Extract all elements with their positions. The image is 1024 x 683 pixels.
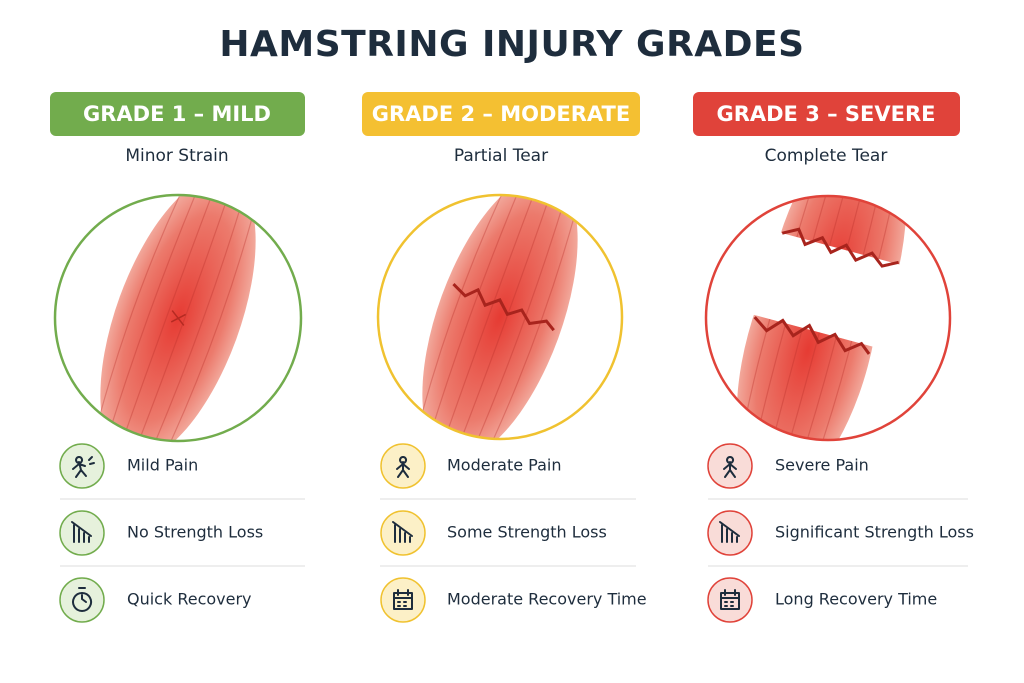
item-icon-glyph [392, 521, 413, 543]
grade-subtitle: Partial Tear [454, 146, 548, 166]
item-text: Significant Strength Loss [775, 523, 974, 542]
item-text: Long Recovery Time [775, 590, 937, 609]
item-icon [59, 510, 105, 556]
item-icon [707, 510, 753, 556]
title: HAMSTRING INJURY GRADES [219, 24, 804, 65]
item-text: Severe Pain [775, 456, 869, 475]
grade-label: GRADE 3 – SEVERE [716, 102, 935, 126]
item-icon [707, 577, 753, 623]
item-icon-glyph [719, 521, 740, 543]
grade-column: GRADE 1 – MILD Minor Strain [50, 92, 305, 443]
item-text: Some Strength Loss [447, 523, 607, 542]
item-icon-glyph [72, 587, 93, 612]
grade-badge [362, 92, 640, 136]
grade-badge [693, 92, 960, 136]
grade-subtitle: Complete Tear [765, 146, 888, 166]
item-icon-glyph [393, 589, 413, 610]
grade-label: GRADE 2 – MODERATE [372, 102, 630, 126]
item-text: Moderate Recovery Time [447, 590, 647, 609]
muscle-illustration [378, 195, 622, 439]
item-icon-glyph [720, 589, 740, 610]
item-icon [380, 577, 426, 623]
item-text: No Strength Loss [127, 523, 263, 542]
grade-label: GRADE 1 – MILD [83, 102, 271, 126]
item-text: Quick Recovery [127, 590, 252, 609]
item-icon-glyph [71, 521, 92, 543]
grade-column: GRADE 2 – MODERATE Partial Tear [362, 92, 640, 441]
item-icon-glyph [72, 456, 95, 478]
item-text: Mild Pain [127, 456, 198, 475]
grade-badge [50, 92, 305, 136]
muscle-illustration [55, 195, 301, 441]
item-list: Mild Pain No Strength Loss Quick Recovery M… [59, 443, 974, 623]
item-icon [380, 510, 426, 556]
item-text: Moderate Pain [447, 456, 562, 475]
item-icon-glyph [396, 456, 410, 478]
muscle-illustration [706, 196, 950, 440]
grade-column: GRADE 3 – SEVERE Complete Tear [693, 92, 960, 442]
grade-subtitle: Minor Strain [125, 146, 228, 166]
item-icon-glyph [723, 456, 737, 478]
